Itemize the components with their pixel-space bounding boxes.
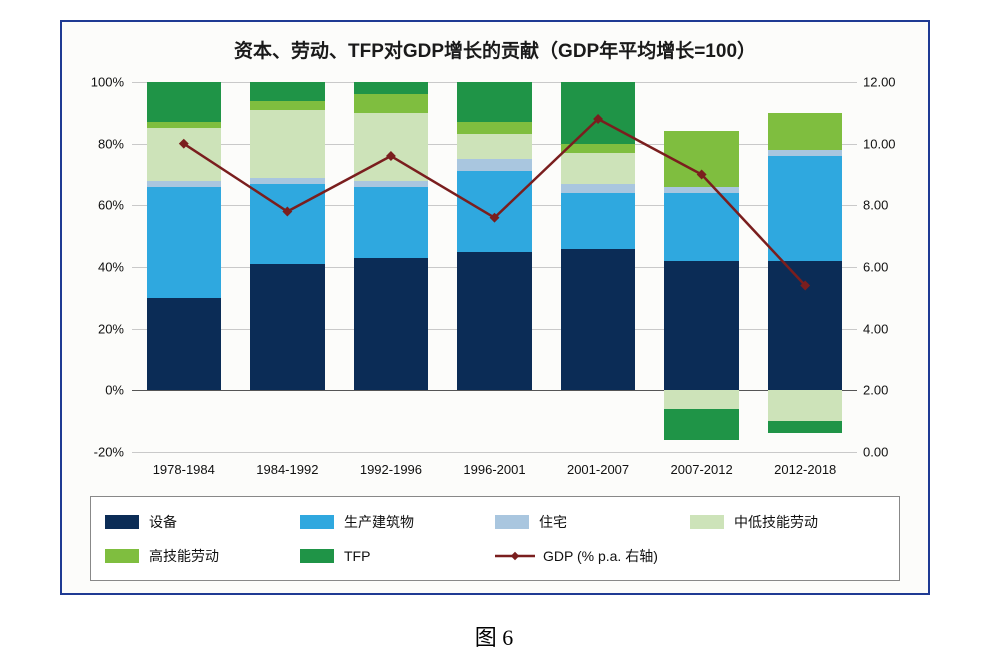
x-tick-label: 2007-2012 (671, 462, 733, 477)
y-right-tick: 4.00 (863, 321, 913, 336)
y-right-tick: 10.00 (863, 136, 913, 151)
legend-line-swatch (495, 549, 535, 563)
chart-title: 资本、劳动、TFP对GDP增长的贡献（GDP年平均增长=100） (62, 36, 928, 63)
legend-label: 设备 (149, 512, 177, 532)
chart-container: 资本、劳动、TFP对GDP增长的贡献（GDP年平均增长=100） -20%0%2… (60, 20, 930, 595)
x-tick-label: 1996-2001 (463, 462, 525, 477)
y-right-tick: 6.00 (863, 260, 913, 275)
x-tick-label: 1992-1996 (360, 462, 422, 477)
legend-label: 生产建筑物 (344, 512, 414, 532)
legend-label: GDP (% p.a. 右轴) (543, 546, 658, 566)
legend-label: 高技能劳动 (149, 546, 219, 566)
gdp-line (184, 119, 805, 286)
legend-item-low_mid_skill: 中低技能劳动 (690, 505, 885, 539)
y-right-tick: 0.00 (863, 445, 913, 460)
legend-label: 住宅 (539, 512, 567, 532)
figure-caption: 图 6 (0, 620, 988, 652)
x-tick-label: 2001-2007 (567, 462, 629, 477)
x-tick-label: 2012-2018 (774, 462, 836, 477)
legend-item-gdp-line: GDP (% p.a. 右轴) (495, 539, 885, 573)
legend-item-tfp: TFP (300, 539, 495, 573)
gridline (132, 452, 857, 453)
page-root: 资本、劳动、TFP对GDP增长的贡献（GDP年平均增长=100） -20%0%2… (0, 0, 988, 672)
legend-swatch (300, 515, 334, 529)
legend-swatch (105, 515, 139, 529)
legend-label: TFP (344, 548, 370, 564)
y-left-tick: 0% (64, 383, 124, 398)
legend: 设备 生产建筑物 住宅 中低技能劳动高技能劳动 TFP GDP (% p.a. 右轴) (90, 496, 900, 581)
legend-swatch (495, 515, 529, 529)
legend-item-prod_buildings: 生产建筑物 (300, 505, 495, 539)
legend-item-housing: 住宅 (495, 505, 690, 539)
x-axis-labels: 1978-1984 1984-1992 1992-1996 1996-2001 2001… (132, 454, 857, 484)
y-right-tick: 2.00 (863, 383, 913, 398)
y-left-tick: 100% (64, 75, 124, 90)
legend-swatch (690, 515, 724, 529)
legend-label: 中低技能劳动 (734, 512, 818, 532)
y-left-tick: 40% (64, 260, 124, 275)
legend-item-equipment: 设备 (105, 505, 300, 539)
y-left-tick: 20% (64, 321, 124, 336)
legend-swatch (105, 549, 139, 563)
y-left-tick: 60% (64, 198, 124, 213)
y-left-tick: -20% (64, 445, 124, 460)
legend-item-high_skill: 高技能劳动 (105, 539, 300, 573)
plot-area: -20%0%20%40%60%80%100%0.002.004.006.008.… (132, 82, 857, 452)
y-right-tick: 12.00 (863, 75, 913, 90)
legend-swatch (300, 549, 334, 563)
x-tick-label: 1984-1992 (256, 462, 318, 477)
y-right-tick: 8.00 (863, 198, 913, 213)
y-left-tick: 80% (64, 136, 124, 151)
x-tick-label: 1978-1984 (153, 462, 215, 477)
line-overlay (132, 82, 857, 452)
